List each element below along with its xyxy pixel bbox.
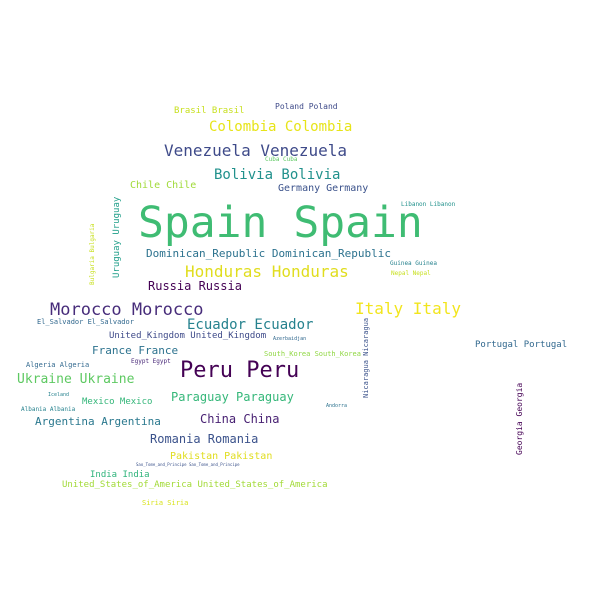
- word-el-salvador: El_Salvador El_Salvador: [37, 318, 134, 326]
- word-colombia: Colombia Colombia: [209, 119, 353, 135]
- word-guinea: Guinea Guinea: [390, 260, 437, 267]
- word-ecuador: Ecuador Ecuador: [187, 317, 314, 333]
- word-venezuela: Venezuela Venezuela: [164, 141, 348, 160]
- word-ukraine: Ukraine Ukraine: [17, 372, 135, 387]
- word-egypt: Egypt Egypt: [131, 358, 171, 365]
- word-cuba: Cuba Cuba: [265, 156, 298, 163]
- word-georgia: Georgia Georgia: [515, 382, 524, 455]
- word-united-kingdom: United_Kingdom United_Kingdom: [109, 331, 267, 341]
- word-azerbaidjan: Azerbaidjan: [273, 336, 307, 342]
- word-sao-tome: Sao_Tome_and_Principe Sao_Tome_and_Princ…: [136, 462, 240, 467]
- word-bulgaria: Bulgaria Bulgaria: [89, 223, 96, 285]
- word-dominican-republic: Dominican_Republic Dominican_Republic: [146, 247, 392, 260]
- word-paraguay: Paraguay Paraguay: [171, 390, 294, 404]
- word-india: India India: [90, 470, 150, 480]
- word-chile: Chile Chile: [130, 180, 197, 191]
- word-algeria: Algeria Algeria: [26, 361, 90, 369]
- word-mexico: Mexico Mexico: [82, 397, 153, 407]
- word-morocco: Morocco Morocco: [50, 300, 204, 320]
- word-libanon: Libanon Libanon: [401, 201, 456, 208]
- word-pakistan: Pakistan Pakistan: [170, 451, 273, 462]
- word-china: China China: [200, 412, 280, 426]
- word-andorra: Andorra: [326, 403, 348, 409]
- word-honduras: Honduras Honduras: [185, 262, 349, 281]
- word-germany: Germany Germany: [278, 183, 369, 194]
- word-south-korea: South_Korea South_Korea: [264, 350, 361, 358]
- word-iceland: Iceland: [48, 392, 70, 398]
- word-france: France France: [92, 344, 179, 357]
- word-peru: Peru Peru: [180, 358, 300, 383]
- word-poland: Poland Poland: [275, 102, 338, 111]
- word-portugal: Portugal Portugal: [475, 340, 568, 350]
- word-albania: Albania Albania: [21, 406, 76, 413]
- word-romania: Romania Romania: [150, 432, 259, 446]
- word-bolivia: Bolivia Bolivia: [214, 167, 341, 183]
- word-russia: Russia Russia: [148, 279, 242, 293]
- word-brasil: Brasil Brasil: [174, 106, 245, 116]
- word-italy: Italy Italy: [355, 299, 461, 318]
- word-argentina: Argentina Argentina: [35, 415, 161, 428]
- word-siria: Siria Siria: [142, 499, 189, 507]
- word-usa: United_States_of_America United_States_o…: [62, 480, 328, 490]
- word-spain: Spain Spain: [138, 198, 423, 248]
- word-uruguay: Uruguay Uruguay: [112, 196, 122, 278]
- word-nicaragua: Nicaragua Nicaragua: [362, 317, 370, 398]
- word-nepal: Nepal Nepal: [391, 270, 431, 277]
